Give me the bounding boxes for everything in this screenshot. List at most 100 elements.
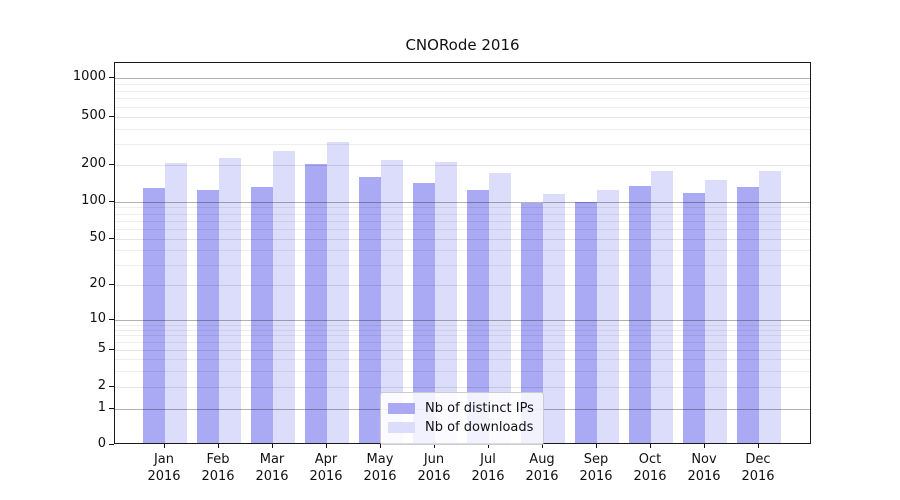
y-tick-label-1: 1 [97, 400, 106, 415]
x-tick-mark-dec [758, 444, 759, 448]
x-tick-mark-jul [488, 444, 489, 448]
x-tick-mark-aug [542, 444, 543, 448]
gridline-minor-y-6 [115, 342, 810, 343]
y-tick-mark-500 [109, 116, 114, 117]
y-tick-label-2: 2 [97, 378, 106, 393]
chart-title: CNORode 2016 [405, 36, 520, 54]
gridline-y-10 [115, 320, 810, 321]
bar-ips-jul [467, 190, 489, 443]
x-tick-label-may: May 2016 [363, 452, 397, 484]
x-tick-label-dec: Dec 2016 [741, 452, 775, 484]
gridline-minor-y-70 [115, 221, 810, 222]
gridline-minor-y-30 [115, 265, 810, 266]
y-tick-label-500: 500 [81, 108, 106, 123]
y-tick-mark-100 [109, 201, 114, 202]
legend-swatch-distinct-ips [388, 403, 415, 414]
x-tick-mark-nov [704, 444, 705, 448]
x-tick-label-feb: Feb 2016 [201, 452, 235, 484]
gridline-y-1000 [115, 78, 810, 79]
bar-ips-may [359, 176, 382, 443]
bar-ips-oct [628, 186, 651, 443]
x-tick-label-apr: Apr 2016 [309, 452, 343, 484]
y-tick-label-0: 0 [97, 436, 106, 451]
gridline-minor-y-90 [115, 207, 810, 208]
gridline-minor-y-80 [115, 214, 810, 215]
legend: Nb of distinct IPs Nb of downloads [380, 392, 544, 445]
gridline-minor-y-700 [115, 98, 810, 99]
x-tick-label-nov: Nov 2016 [687, 452, 721, 484]
gridline-minor-y-40 [115, 250, 810, 251]
y-tick-mark-5 [109, 349, 114, 350]
x-tick-mark-mar [272, 444, 273, 448]
y-tick-mark-10 [109, 319, 114, 320]
bar-ips-apr [305, 164, 328, 443]
y-tick-mark-200 [109, 164, 114, 165]
x-tick-label-jul: Jul 2016 [471, 452, 505, 484]
x-tick-mark-apr [326, 444, 327, 448]
y-tick-label-10: 10 [89, 311, 106, 326]
y-tick-mark-50 [109, 238, 114, 239]
x-tick-label-aug: Aug 2016 [525, 452, 559, 484]
legend-label-distinct-ips: Nb of distinct IPs [425, 401, 534, 416]
x-tick-label-jun: Jun 2016 [417, 452, 451, 484]
gridline-minor-y-3 [115, 371, 810, 372]
x-tick-mark-may [380, 444, 381, 448]
gridline-minor-y-300 [115, 144, 810, 145]
bar-downloads-apr [327, 141, 350, 443]
gridline-minor-y-900 [115, 84, 810, 85]
plot-area [114, 62, 811, 444]
bar-downloads-aug [543, 194, 565, 443]
gridline-minor-y-600 [115, 107, 810, 108]
gridline-minor-y-9 [115, 325, 810, 326]
bar-downloads-may [381, 160, 404, 443]
y-tick-mark-2 [109, 386, 114, 387]
bar-downloads-feb [219, 158, 242, 443]
gridline-minor-y-60 [115, 229, 810, 230]
y-tick-mark-0 [109, 444, 114, 445]
y-tick-label-100: 100 [81, 193, 106, 208]
gridline-minor-y-800 [115, 91, 810, 92]
y-tick-label-5: 5 [97, 341, 106, 356]
y-tick-mark-1 [109, 408, 114, 409]
bar-ips-dec [736, 186, 759, 443]
bar-ips-sep [574, 202, 597, 443]
gridline-y-50 [115, 239, 810, 240]
y-tick-label-200: 200 [81, 156, 106, 171]
x-tick-mark-jun [434, 444, 435, 448]
gridline-y-500 [115, 117, 810, 118]
gridline-minor-y-4 [115, 359, 810, 360]
bar-downloads-sep [596, 190, 619, 443]
bar-downloads-mar [273, 150, 296, 443]
gridline-minor-y-8 [115, 330, 810, 331]
bar-downloads-oct [650, 171, 673, 443]
gridline-y-5 [115, 350, 810, 351]
gridline-y-20 [115, 285, 810, 286]
bar-ips-jun [413, 183, 436, 443]
y-tick-label-1000: 1000 [72, 69, 106, 84]
legend-row-distinct-ips: Nb of distinct IPs [388, 399, 534, 418]
x-tick-mark-feb [218, 444, 219, 448]
gridline-minor-y-7 [115, 335, 810, 336]
y-tick-mark-1000 [109, 77, 114, 78]
bar-ips-jan [143, 188, 166, 443]
bar-downloads-jun [435, 161, 458, 443]
y-tick-label-50: 50 [89, 230, 106, 245]
bar-downloads-dec [758, 170, 781, 443]
bar-ips-feb [197, 190, 220, 443]
x-tick-mark-oct [650, 444, 651, 448]
x-tick-label-oct: Oct 2016 [633, 452, 667, 484]
gridline-y-2 [115, 387, 810, 388]
bar-downloads-nov [704, 179, 727, 443]
x-tick-label-jan: Jan 2016 [147, 452, 181, 484]
legend-row-downloads: Nb of downloads [388, 418, 534, 437]
gridline-minor-y-400 [115, 129, 810, 130]
bar-ips-aug [521, 202, 543, 443]
gridline-y-100 [115, 202, 810, 203]
x-tick-mark-sep [596, 444, 597, 448]
x-tick-label-mar: Mar 2016 [255, 452, 289, 484]
x-tick-label-sep: Sep 2016 [579, 452, 613, 484]
legend-label-downloads: Nb of downloads [425, 420, 534, 435]
bar-downloads-jul [489, 172, 511, 443]
x-tick-mark-jan [164, 444, 165, 448]
